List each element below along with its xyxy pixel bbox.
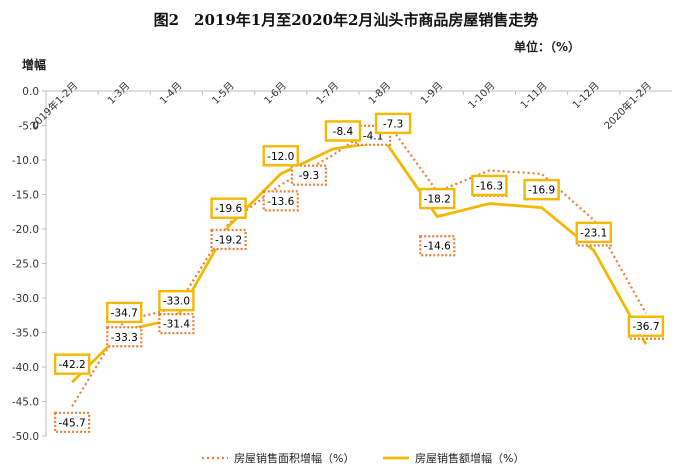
- x-tick-label: 1-11月: [518, 80, 550, 112]
- x-tick-label: 2020年1-2月: [601, 79, 654, 132]
- data-label-box: [53, 411, 91, 433]
- chart-title: 图2 2019年1月至2020年2月汕头市商品房屋销售走势: [154, 11, 539, 29]
- data-label: -14.6: [424, 241, 451, 253]
- data-label: -19.6: [215, 203, 242, 215]
- data-label-box: [419, 187, 456, 210]
- legend-label-1: 房屋销售面积增幅（%）: [234, 451, 354, 465]
- data-label: -33.0: [163, 296, 190, 308]
- data-label-group: -7.3: [374, 112, 412, 135]
- data-label-group: -31.4: [158, 313, 195, 335]
- data-label: -42.2: [58, 359, 85, 371]
- data-label-group: -42.2: [53, 353, 91, 375]
- x-tick-label: 1-8月: [366, 80, 393, 107]
- data-label: -31.4: [163, 319, 190, 331]
- data-label: -8.4: [333, 126, 354, 138]
- data-label-box: [158, 290, 195, 312]
- data-label-box: [290, 164, 328, 186]
- y-tick-label: -30.0: [12, 293, 39, 305]
- data-label: -18.2: [424, 194, 451, 206]
- data-label-box: [158, 313, 195, 335]
- x-tick-label: 1-12月: [570, 80, 602, 112]
- data-label: -19.2: [215, 234, 242, 246]
- y-tick-label: -5.0: [19, 121, 40, 133]
- data-label-group: -14.6: [419, 235, 456, 257]
- data-label-group: -12.0: [262, 145, 299, 167]
- data-label: -23.1: [580, 227, 607, 239]
- data-label-group: -8.4: [324, 120, 362, 142]
- y-tick-label: -15.0: [12, 190, 39, 202]
- data-label-box: [262, 145, 299, 167]
- data-label-box: [419, 235, 456, 257]
- x-tick-label: 1-9月: [418, 80, 445, 107]
- x-tick-label: 1-6月: [262, 80, 289, 107]
- data-label-group: -23.1: [575, 221, 612, 244]
- unit-label: 单位：（%）: [514, 39, 580, 54]
- data-label: -16.9: [528, 185, 555, 197]
- x-tick-label: 1-3月: [105, 80, 132, 107]
- y-tick-label: -50.0: [12, 431, 39, 443]
- data-label-box: [262, 190, 299, 212]
- data-label-box: [106, 326, 143, 348]
- y-tick-label: -40.0: [12, 362, 39, 374]
- x-tick-label: 1-4月: [157, 80, 184, 107]
- data-label-group: -16.3: [471, 174, 508, 197]
- data-label: -7.3: [383, 118, 404, 130]
- data-label: -33.3: [111, 332, 138, 344]
- x-tick-label: 1-5月: [210, 80, 237, 107]
- x-tick-label: 1-7月: [314, 80, 341, 107]
- series-layer: [71, 117, 648, 407]
- data-label-group: -19.2: [210, 228, 247, 251]
- y-tick-label: -10.0: [12, 155, 39, 167]
- series-line-2: [71, 139, 648, 384]
- data-label-box: [106, 301, 143, 324]
- data-label: -45.7: [58, 417, 85, 429]
- data-label-box: [627, 315, 665, 337]
- data-label-box: [523, 178, 560, 201]
- data-label-group: -18.2: [419, 187, 456, 210]
- y-tick-label: -35.0: [12, 328, 39, 340]
- data-label-group: -19.6: [210, 197, 247, 219]
- y-tick-label: -25.0: [12, 259, 39, 271]
- data-label: -16.3: [476, 180, 503, 192]
- data-label-group: -33.0: [158, 290, 195, 312]
- data-label-box: [575, 221, 612, 244]
- data-label-box: [210, 197, 247, 219]
- series-line-1: [71, 117, 647, 407]
- data-label: -12.0: [267, 151, 294, 163]
- data-label-box: [471, 174, 508, 197]
- data-label-group: -45.7: [53, 411, 91, 433]
- legend: 房屋销售面积增幅（%） 房屋销售额增幅（%）: [202, 451, 524, 465]
- data-label-box: [324, 120, 362, 142]
- data-label-group: -34.7: [106, 301, 143, 324]
- data-labels-layer: -45.7-33.3-31.4-19.2-13.6-9.3-4.1-14.6-1…: [53, 112, 665, 433]
- data-label-group: -9.3: [290, 164, 328, 186]
- data-label: -9.3: [299, 170, 320, 182]
- y-axis-title: 增幅: [22, 57, 46, 72]
- data-label-box: [210, 228, 247, 251]
- y-tick-label: 0.0: [22, 86, 39, 98]
- data-label-group: -16.9: [523, 178, 560, 201]
- data-label: -13.6: [267, 196, 294, 208]
- data-label: -34.7: [111, 307, 138, 319]
- data-label-group: -33.3: [106, 326, 143, 348]
- x-tick-label: 1-10月: [466, 80, 498, 112]
- y-tick-label: -20.0: [12, 224, 39, 236]
- data-label-box: [374, 112, 412, 135]
- data-label-group: -36.7: [627, 315, 665, 337]
- data-label-box: [53, 353, 91, 375]
- data-label-group: -13.6: [262, 190, 299, 212]
- data-label: -36.7: [632, 321, 659, 333]
- legend-label-2: 房屋销售额增幅（%）: [415, 451, 524, 465]
- y-tick-label: -45.0: [12, 397, 39, 409]
